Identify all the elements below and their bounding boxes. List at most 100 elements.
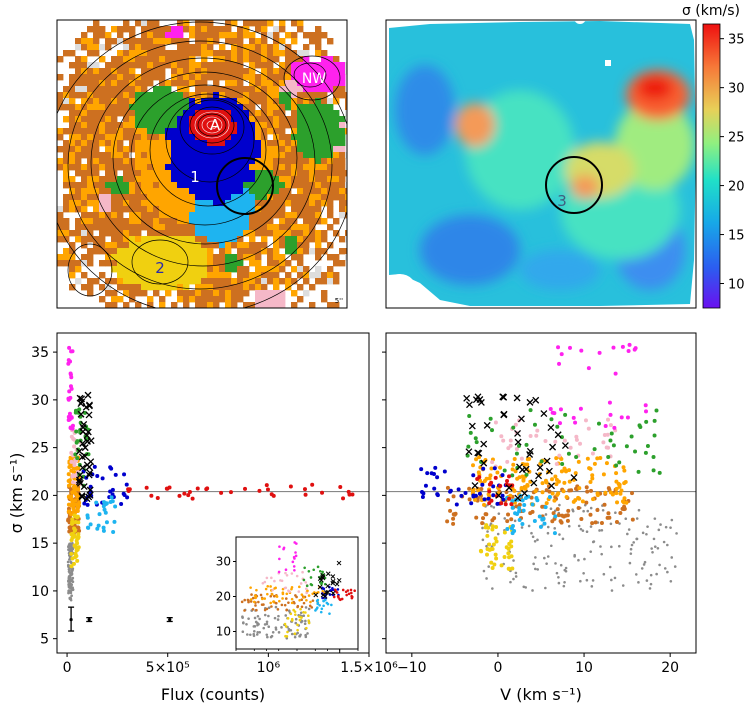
data-point: [558, 533, 561, 536]
data-point: [167, 485, 172, 490]
data-point: [610, 589, 614, 592]
inset-cross: [317, 584, 323, 590]
cross-marker: [86, 469, 94, 477]
data-point: [554, 562, 557, 565]
inset-point: [283, 586, 287, 590]
inset-point: [278, 545, 281, 548]
data-point: [510, 473, 515, 478]
inset-point: [243, 598, 247, 602]
data-point: [592, 461, 597, 466]
inset-point: [287, 601, 290, 604]
data-point: [537, 514, 542, 519]
data-point: [669, 526, 672, 529]
data-point: [649, 573, 653, 577]
cross-marker: [466, 401, 473, 409]
data-point: [77, 528, 82, 533]
data-point: [507, 474, 512, 479]
data-point: [547, 494, 552, 499]
data-point: [501, 438, 506, 443]
inset-point: [262, 626, 266, 630]
data-point: [467, 414, 472, 419]
data-point: [558, 421, 563, 426]
data-point: [486, 496, 491, 501]
inset-point: [299, 607, 302, 611]
cross-marker: [81, 444, 89, 452]
sigma-velocity-axes: −10 0 10 20: [382, 351, 679, 676]
data-point: [493, 475, 498, 480]
data-point: [583, 418, 588, 423]
inset-cross: [319, 577, 324, 583]
inset-point: [266, 635, 269, 639]
inset-point: [305, 598, 308, 602]
data-point: [591, 497, 596, 502]
inset-point: [276, 618, 280, 621]
inset-point: [301, 570, 304, 574]
cross-marker: [474, 393, 482, 401]
data-point: [72, 543, 77, 548]
data-point: [506, 512, 511, 517]
data-point: [619, 415, 624, 420]
y-tick-label: 35: [31, 345, 49, 361]
data-point: [568, 345, 573, 350]
data-point: [75, 507, 80, 512]
data-point: [551, 511, 556, 516]
inset-point: [321, 570, 324, 574]
data-point: [72, 461, 77, 466]
inset-point: [299, 633, 302, 637]
data-point: [553, 474, 558, 479]
inset-point: [251, 596, 255, 600]
data-point: [350, 492, 355, 497]
inset-point: [273, 616, 277, 620]
data-point: [423, 483, 428, 488]
data-point: [468, 430, 473, 435]
data-point: [70, 474, 75, 479]
data-point: [632, 541, 635, 544]
dispersion-map-panel: 3: [385, 19, 697, 309]
data-point: [598, 455, 603, 460]
data-point: [338, 485, 343, 490]
data-point: [562, 438, 567, 443]
data-point: [489, 498, 494, 503]
data-point: [122, 472, 127, 477]
data-point: [69, 560, 73, 564]
data-point: [490, 428, 495, 433]
data-point: [627, 342, 632, 347]
cross-marker: [76, 447, 83, 455]
data-point: [613, 371, 618, 376]
data-point: [590, 585, 594, 588]
inset-point: [294, 613, 297, 616]
error-bars: [68, 606, 173, 632]
inset-point: [270, 576, 273, 580]
data-point: [69, 564, 74, 569]
data-point: [544, 513, 548, 516]
data-point: [546, 531, 550, 535]
data-point: [66, 472, 71, 477]
data-point: [648, 587, 652, 590]
data-point: [540, 481, 545, 486]
data-point: [534, 496, 539, 501]
data-point: [602, 433, 607, 438]
inset-point: [252, 630, 256, 633]
inset-point: [289, 612, 293, 616]
data-point: [643, 403, 648, 408]
data-point: [73, 551, 78, 556]
x-tick-label: −10: [397, 660, 427, 676]
inset-point: [345, 593, 348, 597]
data-point: [67, 545, 70, 548]
inset-point: [266, 584, 270, 588]
data-point: [532, 519, 537, 524]
data-point: [498, 484, 503, 489]
data-point: [490, 565, 495, 570]
data-point: [67, 525, 72, 530]
data-point: [554, 462, 559, 467]
cross-marker: [514, 429, 521, 437]
cross-marker: [480, 459, 488, 467]
data-point: [548, 407, 553, 412]
inset-point: [281, 587, 285, 591]
data-point: [491, 484, 496, 489]
data-point: [466, 444, 471, 449]
data-point: [451, 521, 456, 526]
inset-point: [332, 595, 336, 599]
data-point: [71, 485, 76, 490]
data-point: [517, 509, 522, 514]
